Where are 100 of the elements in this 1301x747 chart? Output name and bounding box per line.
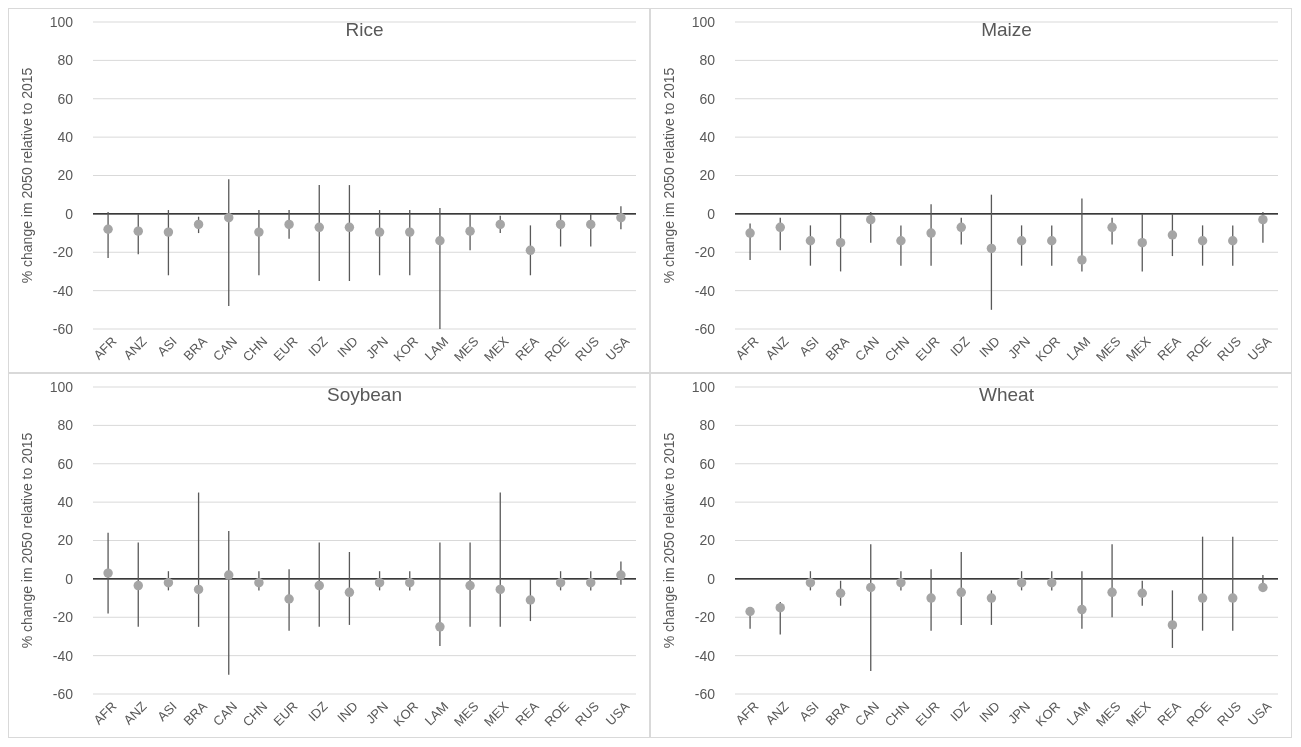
- point: [835, 237, 846, 248]
- point: [1258, 214, 1268, 225]
- point: [224, 213, 234, 223]
- point: [193, 584, 204, 595]
- y-tick-label: 60: [699, 90, 716, 107]
- point: [775, 602, 785, 613]
- point: [1228, 593, 1238, 603]
- point: [775, 222, 785, 233]
- point: [586, 219, 596, 230]
- y-tick-label: 20: [699, 532, 716, 549]
- y-tick-label: 40: [57, 494, 74, 511]
- y-tick-label: -60: [52, 685, 74, 702]
- point: [745, 606, 755, 617]
- point: [344, 587, 355, 598]
- point: [866, 214, 876, 225]
- y-tick-label: 0: [65, 205, 74, 222]
- point: [374, 578, 385, 588]
- y-tick-label: -60: [694, 320, 716, 337]
- point: [555, 219, 566, 230]
- x-tick-label: IDZ: [947, 698, 973, 725]
- point: [1197, 236, 1208, 246]
- y-tick-label: -40: [52, 282, 74, 299]
- point: [616, 570, 626, 580]
- y-axis-title: % change im 2050 relative to 2015: [661, 432, 677, 649]
- y-tick-label: 20: [57, 532, 74, 549]
- y-tick-label: 60: [699, 455, 716, 472]
- point: [1137, 237, 1147, 248]
- point: [1016, 578, 1027, 588]
- point: [465, 580, 475, 591]
- y-tick-label: -60: [694, 685, 716, 702]
- point: [745, 228, 755, 238]
- point: [956, 587, 966, 598]
- y-tick-label: -40: [694, 282, 716, 299]
- point: [1107, 587, 1117, 598]
- x-tick-label: USA: [1244, 333, 1275, 364]
- y-tick-label: 80: [699, 52, 716, 69]
- point: [1047, 236, 1057, 246]
- point: [586, 578, 596, 588]
- y-tick-label: 100: [691, 13, 716, 30]
- y-axis-title: % change im 2050 relative to 2015: [19, 67, 35, 284]
- x-tick-label: ASI: [154, 698, 180, 725]
- y-tick-label: 100: [49, 13, 74, 30]
- point: [1197, 593, 1208, 603]
- x-tick-label: IND: [334, 698, 361, 726]
- chart-title: Wheat: [979, 384, 1035, 405]
- point: [495, 584, 505, 595]
- point: [103, 224, 113, 234]
- point: [193, 219, 204, 230]
- point: [835, 588, 846, 598]
- x-tick-label: IND: [976, 333, 1003, 361]
- point: [896, 236, 906, 246]
- point: [254, 227, 264, 237]
- point: [163, 578, 174, 588]
- point: [1258, 582, 1268, 593]
- x-tick-label: IDZ: [947, 333, 973, 360]
- y-tick-label: -20: [694, 244, 716, 261]
- x-tick-label: ASI: [154, 333, 180, 360]
- x-tick-label: IND: [334, 333, 361, 361]
- point: [555, 578, 566, 588]
- point: [1077, 255, 1087, 265]
- chart-title: Soybean: [326, 384, 403, 405]
- y-tick-label: 40: [57, 129, 74, 146]
- point: [1047, 578, 1057, 588]
- point: [465, 226, 475, 236]
- y-tick-label: -40: [52, 647, 74, 664]
- point: [495, 219, 505, 230]
- point: [805, 578, 816, 588]
- y-tick-label: 80: [57, 52, 74, 69]
- y-tick-label: 80: [57, 417, 74, 434]
- y-tick-label: 60: [57, 90, 74, 107]
- point: [254, 578, 264, 588]
- point: [986, 593, 997, 603]
- y-axis-title: % change im 2050 relative to 2015: [19, 432, 35, 649]
- point: [1016, 236, 1027, 246]
- y-tick-label: 20: [699, 167, 716, 184]
- point: [103, 568, 113, 578]
- y-tick-label: 20: [57, 167, 74, 184]
- y-tick-label: 0: [707, 570, 716, 587]
- y-axis-title: % change im 2050 relative to 2015: [661, 67, 677, 284]
- point: [805, 236, 816, 246]
- point: [435, 236, 445, 246]
- point: [986, 243, 997, 254]
- y-tick-label: 100: [49, 378, 74, 395]
- y-tick-label: 60: [57, 455, 74, 472]
- point: [1167, 230, 1178, 240]
- y-tick-label: 100: [691, 378, 716, 395]
- y-tick-label: -40: [694, 647, 716, 664]
- point: [133, 580, 143, 591]
- y-tick-label: -20: [52, 609, 74, 626]
- point: [926, 228, 936, 238]
- point: [956, 222, 966, 233]
- point: [314, 580, 324, 591]
- point: [284, 594, 294, 604]
- x-tick-label: IDZ: [305, 333, 331, 360]
- x-tick-label: IDZ: [305, 698, 331, 725]
- point: [133, 226, 143, 236]
- point: [866, 582, 876, 593]
- y-tick-label: 0: [65, 570, 74, 587]
- x-tick-label: USA: [1244, 698, 1275, 729]
- point: [1137, 588, 1147, 598]
